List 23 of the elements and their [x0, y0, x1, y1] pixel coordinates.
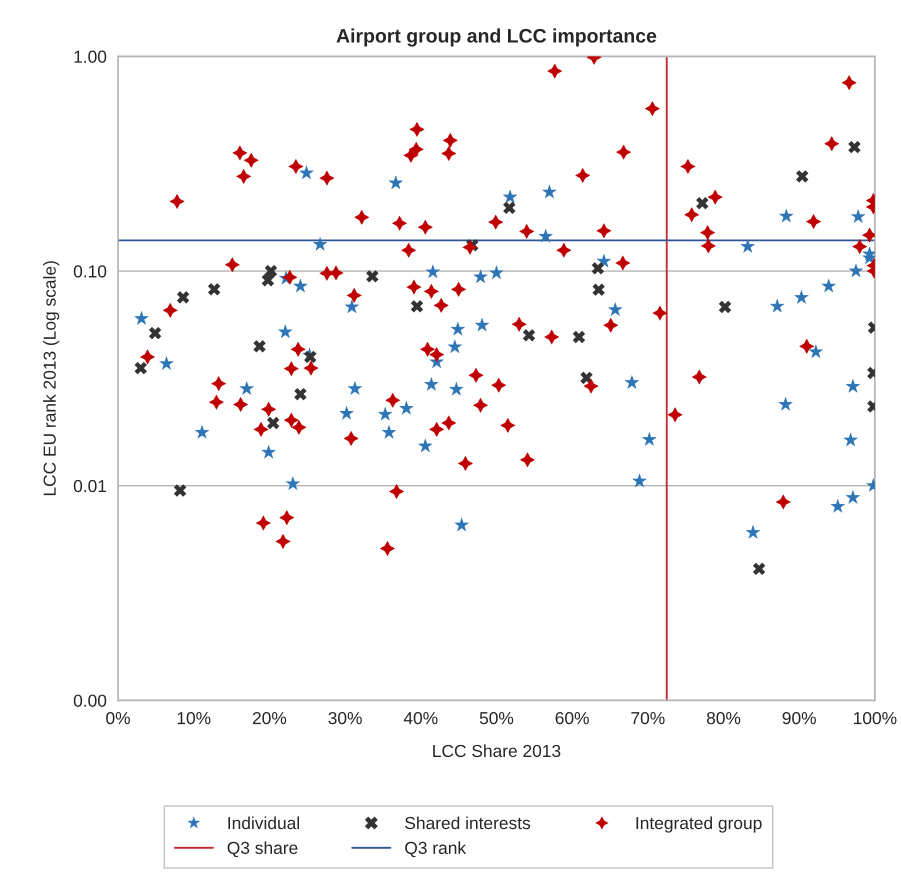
- y-tick-label: 1.00: [74, 50, 106, 63]
- x-tick-label: 60%: [556, 712, 589, 724]
- x-tick-label: 100%: [854, 712, 896, 724]
- x-axis-title: LCC Share 2013: [433, 744, 560, 758]
- x-tick-label: 90%: [782, 712, 816, 724]
- x-tick-label: 0%: [106, 712, 130, 724]
- y-tick-label: 0.00: [74, 694, 106, 707]
- legend-label: Q3 share: [228, 841, 298, 858]
- y-tick-label: 0.01: [74, 480, 106, 492]
- x-tick-label: 30%: [328, 712, 362, 724]
- legend-label: Shared interests: [405, 816, 530, 830]
- x-tick-label: 10%: [178, 712, 210, 724]
- legend-label: Q3 rank: [405, 841, 466, 858]
- x-tick-label: 70%: [631, 712, 665, 724]
- legend-label: Individual: [228, 816, 300, 830]
- x-tick-label: 50%: [480, 712, 514, 724]
- chart-title: Airport group and LCC importance: [336, 28, 656, 47]
- x-tick-label: 20%: [252, 712, 286, 724]
- y-axis-title: LCC EU rank 2013 (Log scale): [43, 261, 60, 496]
- y-tick-label: 0.10: [74, 265, 106, 278]
- legend-label: Integrated group: [636, 816, 762, 833]
- x-tick-label: 80%: [706, 712, 740, 724]
- x-tick-label: 40%: [404, 712, 438, 724]
